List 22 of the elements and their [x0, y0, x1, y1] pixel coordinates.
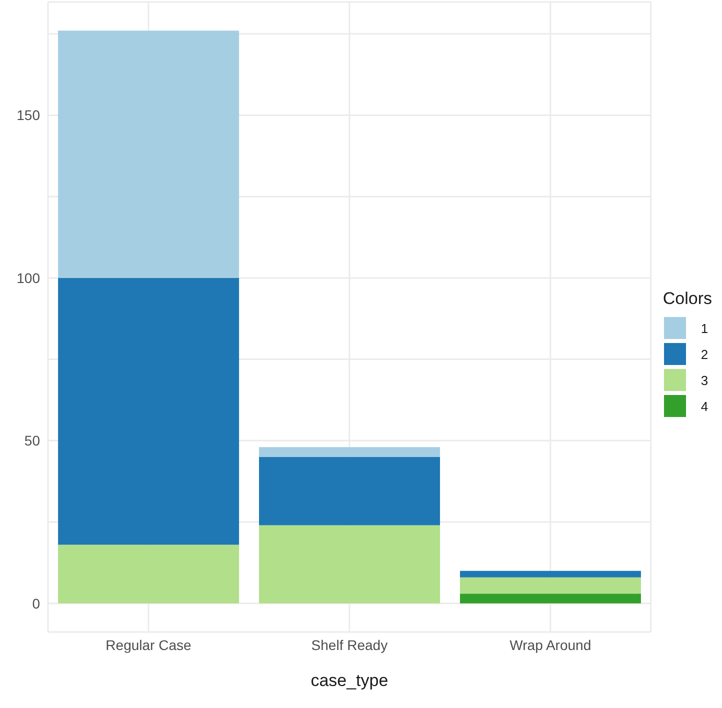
bar [259, 525, 440, 604]
legend-title: Colors [662, 289, 712, 309]
bar [460, 577, 641, 594]
bar [58, 544, 240, 604]
x-axis-title: case_type [310, 671, 388, 690]
legend-label: 1 [700, 320, 708, 336]
y-tick-label: 150 [16, 107, 40, 124]
bar [460, 594, 641, 604]
y-tick-label: 50 [24, 432, 40, 449]
bar [259, 456, 440, 526]
x-tick-label: Shelf Ready [311, 636, 388, 653]
y-tick-label: 100 [16, 270, 40, 286]
legend-label: 4 [700, 398, 708, 414]
bar [259, 447, 440, 457]
legend-label: 2 [700, 346, 708, 362]
bar [460, 570, 641, 578]
y-tick-label: 0 [32, 595, 40, 612]
x-tick-label: Wrap Around [510, 636, 592, 653]
x-tick-label: Regular Case [106, 636, 192, 653]
bar [58, 30, 240, 278]
legend-label: 3 [700, 372, 708, 388]
bar [58, 278, 240, 545]
